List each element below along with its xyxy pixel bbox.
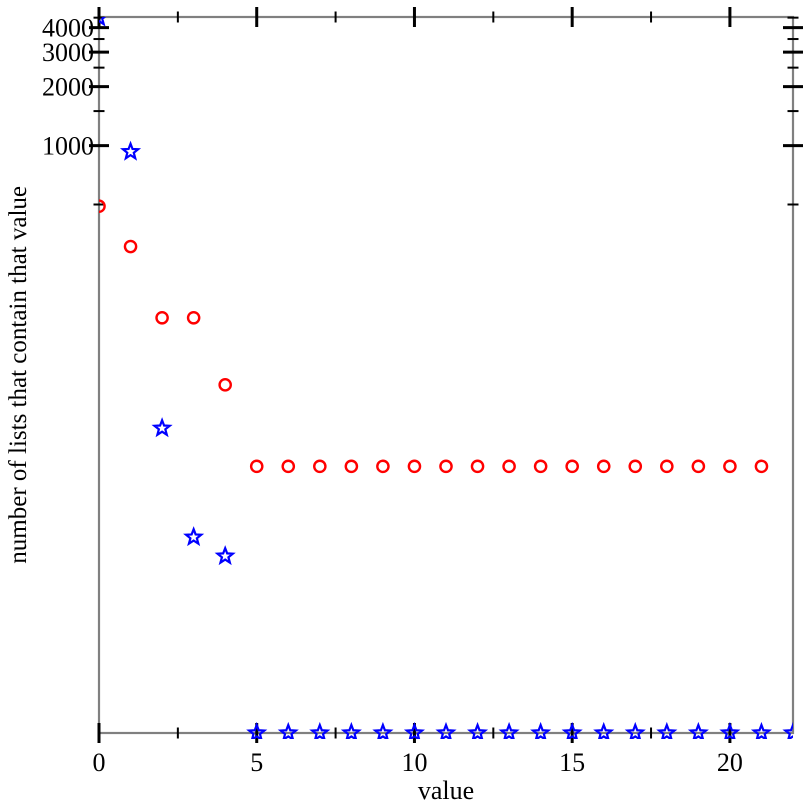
x-tick-label: 10: [401, 748, 427, 777]
data-point-star: [467, 721, 489, 739]
data-point-circle: [502, 459, 516, 474]
x-tick-label: 5: [250, 748, 263, 777]
data-point-star: [782, 721, 793, 739]
y-tick-label: 3000: [42, 38, 94, 67]
data-point-circle: [754, 459, 769, 474]
data-point-star: [246, 721, 268, 739]
data-point-circle: [186, 310, 201, 325]
data-point-circle: [313, 459, 327, 474]
y-axis-title-text: number of lists that contain that value: [4, 186, 32, 564]
data-point-circle: [249, 459, 264, 474]
data-point-star: [309, 721, 331, 739]
data-points: [99, 17, 793, 739]
data-point-circle: [470, 459, 485, 474]
data-point-star: [593, 721, 615, 739]
data-point-star: [151, 417, 173, 438]
data-point-circle: [123, 239, 138, 254]
data-point-star: [183, 526, 205, 547]
y-tick-label: 4000: [42, 14, 94, 43]
data-point-circle: [281, 459, 296, 474]
data-point-star: [340, 721, 362, 739]
data-point-star: [120, 140, 142, 161]
x-tick-label: 15: [559, 748, 585, 777]
data-point-star: [403, 721, 425, 739]
x-tick-label: 20: [717, 748, 743, 777]
data-point-circle: [99, 199, 106, 214]
x-axis-title: value: [417, 776, 475, 805]
data-point-star: [277, 721, 299, 739]
data-point-circle: [660, 459, 674, 474]
data-point-circle: [155, 310, 169, 325]
data-point-circle: [376, 459, 390, 474]
data-point-circle: [565, 459, 579, 474]
data-point-circle: [691, 459, 706, 474]
data-point-star: [719, 721, 741, 739]
data-point-star: [561, 721, 583, 739]
y-tick-label: 2000: [42, 73, 94, 102]
plot-frame: [97, 15, 795, 735]
data-point-star: [498, 721, 520, 739]
data-point-star: [214, 545, 236, 566]
data-point-circle: [723, 459, 737, 474]
y-tick-label: 1000: [42, 132, 94, 161]
data-point-star: [435, 721, 457, 739]
data-point-star: [624, 721, 646, 739]
data-point-circle: [407, 459, 422, 474]
data-point-circle: [628, 459, 643, 474]
x-tick-label: 0: [93, 748, 106, 777]
data-point-star: [656, 721, 678, 739]
data-point-star: [530, 721, 552, 739]
data-point-star: [750, 721, 772, 739]
data-point-circle: [533, 459, 548, 474]
data-point-circle: [344, 459, 359, 474]
data-point-circle: [439, 459, 453, 474]
data-point-circle: [218, 378, 232, 392]
data-point-star: [687, 721, 709, 739]
data-point-star: [372, 721, 394, 739]
data-point-circle: [596, 459, 611, 474]
y-axis-title: number of lists that contain that value: [0, 17, 36, 733]
